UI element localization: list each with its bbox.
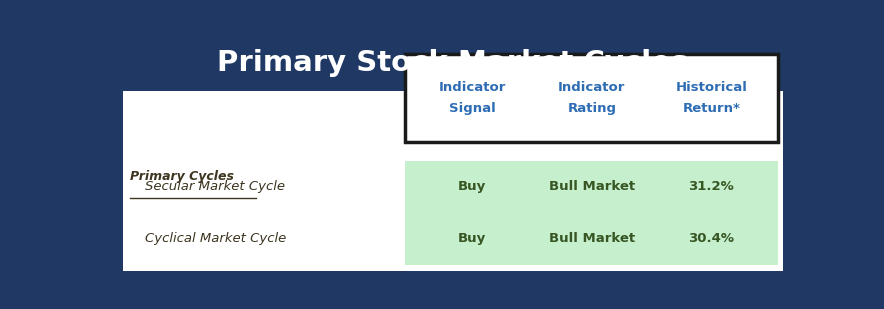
Bar — [405, 54, 779, 142]
Text: Primary Cycles: Primary Cycles — [130, 170, 233, 183]
Text: Primary Stock Market Cycles: Primary Stock Market Cycles — [217, 49, 689, 77]
Text: Indicator
Signal: Indicator Signal — [438, 81, 506, 115]
Text: Secular Market Cycle: Secular Market Cycle — [145, 180, 285, 193]
Text: Bull Market: Bull Market — [549, 232, 635, 245]
Bar — [405, 161, 779, 265]
Bar — [123, 38, 783, 88]
Text: 31.2%: 31.2% — [689, 180, 734, 193]
Text: Cyclical Market Cycle: Cyclical Market Cycle — [145, 232, 286, 245]
Text: Indicator
Rating: Indicator Rating — [558, 81, 626, 115]
Text: 30.4%: 30.4% — [689, 232, 735, 245]
Text: Buy: Buy — [458, 232, 486, 245]
Bar — [123, 91, 783, 271]
Text: Historical
Return*: Historical Return* — [675, 81, 747, 115]
Text: Buy: Buy — [458, 180, 486, 193]
Text: Bull Market: Bull Market — [549, 180, 635, 193]
